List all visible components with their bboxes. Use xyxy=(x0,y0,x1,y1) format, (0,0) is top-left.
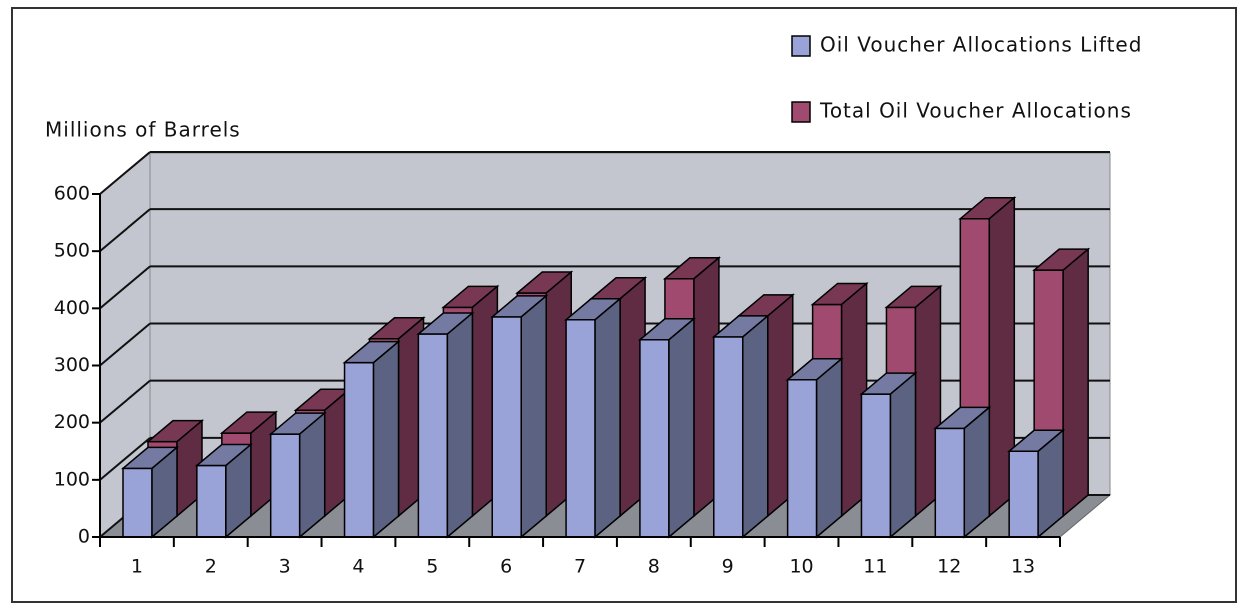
x-tick-label: 7 xyxy=(574,556,586,578)
bar-side xyxy=(668,317,695,539)
bar-front xyxy=(269,433,301,538)
bars xyxy=(120,196,1091,539)
bar-front xyxy=(786,379,818,538)
x-tick-label: 9 xyxy=(722,556,734,578)
bar-side xyxy=(963,405,991,539)
bar-front xyxy=(417,333,449,538)
bar-side xyxy=(742,314,769,539)
grid-line xyxy=(99,151,151,195)
y-tick-label: 100 xyxy=(54,468,90,490)
grid-line xyxy=(99,265,151,310)
bar-side xyxy=(446,311,474,539)
bar-side xyxy=(988,196,1016,518)
bar-front xyxy=(713,336,744,538)
bar-front xyxy=(122,467,153,538)
x-tick-label: 5 xyxy=(426,556,438,578)
bar-front xyxy=(565,319,596,538)
legend-label: Oil Voucher Allocations Lifted xyxy=(820,33,1142,57)
x-tick-label: 4 xyxy=(352,556,364,578)
y-tick-label: 200 xyxy=(54,411,90,433)
bar-side xyxy=(225,442,252,539)
bar-front xyxy=(860,393,892,538)
bar-side xyxy=(298,411,326,539)
bar-side xyxy=(594,297,621,539)
legend-swatch xyxy=(791,35,811,57)
bar-side xyxy=(1037,428,1064,539)
bar-side xyxy=(151,445,178,539)
x-tick-label: 6 xyxy=(500,556,512,578)
grid-line xyxy=(99,379,151,424)
bar-front xyxy=(639,339,670,538)
y-tick-label: 600 xyxy=(54,183,90,205)
bar-side xyxy=(815,357,843,539)
bar-front xyxy=(343,361,375,538)
x-tick-label: 11 xyxy=(863,556,887,578)
y-axis-label: Millions of Barrels xyxy=(45,118,241,142)
x-tick-label: 8 xyxy=(648,556,660,578)
y-tick-label: 0 xyxy=(78,526,90,548)
bar-side xyxy=(889,371,917,539)
bar-side xyxy=(520,294,547,539)
bar-front xyxy=(196,464,227,538)
x-tick-label: 10 xyxy=(789,556,813,578)
x-tick-label: 13 xyxy=(1011,556,1035,578)
x-tick-label: 12 xyxy=(937,556,961,578)
legend-swatch xyxy=(791,101,811,123)
bar-side xyxy=(1062,247,1089,518)
grid-line xyxy=(99,208,151,252)
bar-front xyxy=(1008,450,1039,538)
legend: Oil Voucher Allocations Lifted Total Oil … xyxy=(791,33,1142,123)
y-tick-label: 300 xyxy=(54,354,90,376)
bar-front xyxy=(934,427,966,538)
x-tick-label: 2 xyxy=(205,556,217,578)
y-tick-label: 400 xyxy=(54,297,90,319)
y-tick-label: 500 xyxy=(54,240,90,262)
legend-label: Total Oil Voucher Allocations xyxy=(819,99,1132,123)
bar-side xyxy=(372,340,400,539)
x-tick-label: 1 xyxy=(131,556,143,578)
grid-line xyxy=(99,322,151,367)
bar-front xyxy=(491,316,522,538)
x-tick-label: 3 xyxy=(279,556,291,578)
grid-line xyxy=(99,437,151,481)
